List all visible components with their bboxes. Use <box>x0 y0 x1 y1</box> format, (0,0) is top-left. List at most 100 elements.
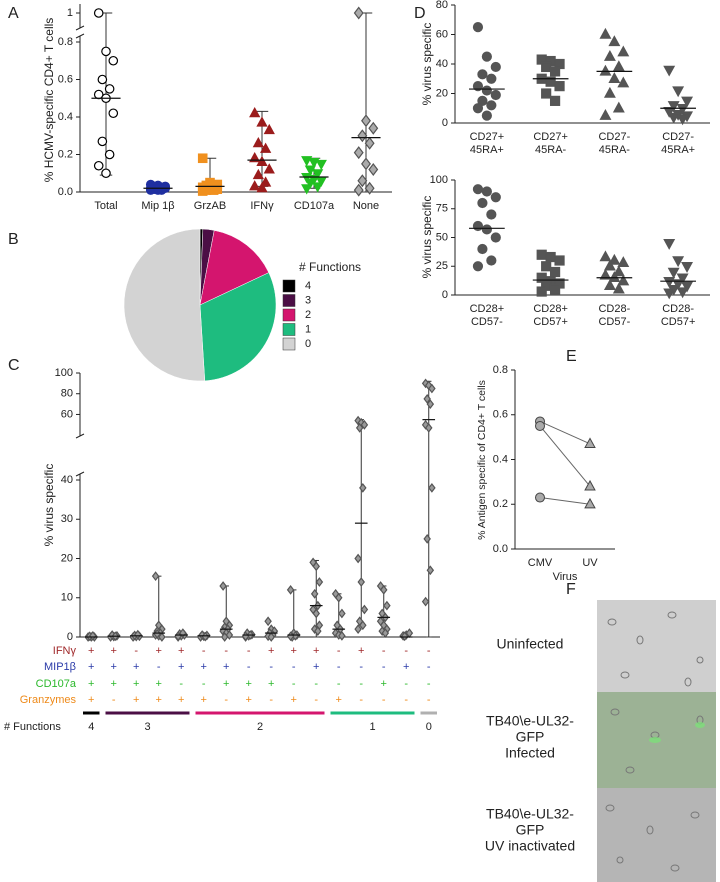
cell: - <box>427 645 431 657</box>
pair-line <box>539 421 591 445</box>
data-point <box>477 243 488 255</box>
data-point <box>549 284 561 295</box>
data-point <box>312 608 321 619</box>
x-tick-label: CD27+ <box>533 131 568 143</box>
cell: - <box>269 661 273 673</box>
cell: + <box>156 694 162 706</box>
data-point <box>681 281 694 293</box>
data-point <box>486 255 497 266</box>
data-point <box>315 159 327 171</box>
cell: + <box>246 694 252 706</box>
data-point <box>599 268 612 280</box>
data-point <box>599 27 612 39</box>
data-point <box>353 183 364 197</box>
data-point <box>549 95 561 106</box>
data-point <box>617 274 630 286</box>
data-point <box>101 46 111 57</box>
data-point <box>360 419 369 430</box>
y-tick-label: 0 <box>67 631 73 643</box>
data-point <box>312 561 321 572</box>
data-point <box>599 108 612 120</box>
y-tick-label: 80 <box>436 0 448 11</box>
data-point <box>490 61 501 73</box>
data-point <box>667 112 680 124</box>
cell: - <box>382 645 386 657</box>
data-point <box>428 482 436 493</box>
data-point <box>312 182 324 193</box>
y-tick-label: 60 <box>436 28 448 40</box>
data-point <box>249 106 261 118</box>
x-tick-label: GrzAB <box>194 200 226 212</box>
data-point <box>472 103 484 114</box>
y-tick-label: 0 <box>442 289 448 301</box>
data-point <box>93 160 104 171</box>
data-point <box>256 155 268 166</box>
data-point <box>361 157 371 171</box>
image-label: Uninfected <box>497 636 564 652</box>
data-point <box>608 271 621 282</box>
data-point <box>477 69 488 80</box>
data-point <box>424 423 433 433</box>
cell: - <box>112 694 116 706</box>
data-point <box>541 61 552 73</box>
data-point <box>89 630 97 641</box>
cell: + <box>88 694 94 706</box>
x-tick-label: None <box>353 200 379 212</box>
data-point <box>360 604 369 615</box>
data-point <box>676 104 689 115</box>
cell: - <box>427 694 431 706</box>
data-point <box>301 184 313 195</box>
pie-slice <box>123 228 206 382</box>
cell: + <box>201 694 207 706</box>
cell: + <box>133 661 139 673</box>
data-point <box>617 256 630 267</box>
cell: + <box>268 678 274 690</box>
data-point <box>486 209 497 220</box>
y-tick-label: 80 <box>61 388 73 400</box>
legend-label: 2 <box>305 309 311 321</box>
y-tick-label: 0.4 <box>493 453 508 465</box>
data-point <box>263 123 275 135</box>
data-point <box>490 192 501 203</box>
data-point <box>549 66 561 77</box>
cell: - <box>247 661 251 673</box>
data-point <box>672 86 685 98</box>
cell: - <box>157 661 161 673</box>
data-point <box>599 64 612 76</box>
data-point <box>286 585 295 595</box>
data-point <box>481 224 492 235</box>
data-point <box>368 163 379 176</box>
data-point <box>612 101 625 113</box>
image-label: UV inactivated <box>485 838 575 854</box>
data-point <box>357 577 366 587</box>
data-point <box>663 106 676 118</box>
data-point <box>357 129 368 143</box>
x-tick-label: CD57- <box>598 316 630 328</box>
data-point <box>338 630 346 641</box>
y-tick-label: 10 <box>61 592 73 604</box>
legend-swatch <box>282 279 296 293</box>
cell: - <box>247 645 251 657</box>
data-point <box>617 76 630 88</box>
data-point <box>490 232 501 243</box>
data-point <box>477 95 488 106</box>
data-point <box>359 620 367 631</box>
data-point <box>663 288 676 300</box>
data-point <box>267 632 276 642</box>
data-point <box>104 149 115 160</box>
cell: + <box>313 661 319 673</box>
x-tick-label: Total <box>94 200 117 212</box>
data-point <box>256 116 268 127</box>
panel-letter: E <box>566 348 577 365</box>
data-point <box>481 51 492 62</box>
y-axis-title: % Antigen specific of CD4+ T cells <box>476 380 488 540</box>
cell: + <box>223 661 229 673</box>
cell: - <box>224 694 228 706</box>
data-point <box>197 186 208 196</box>
microscopy-images <box>597 600 716 882</box>
data-point <box>681 262 694 273</box>
data-point <box>541 88 552 99</box>
data-point <box>108 55 119 66</box>
y-tick-label: 40 <box>436 58 448 70</box>
